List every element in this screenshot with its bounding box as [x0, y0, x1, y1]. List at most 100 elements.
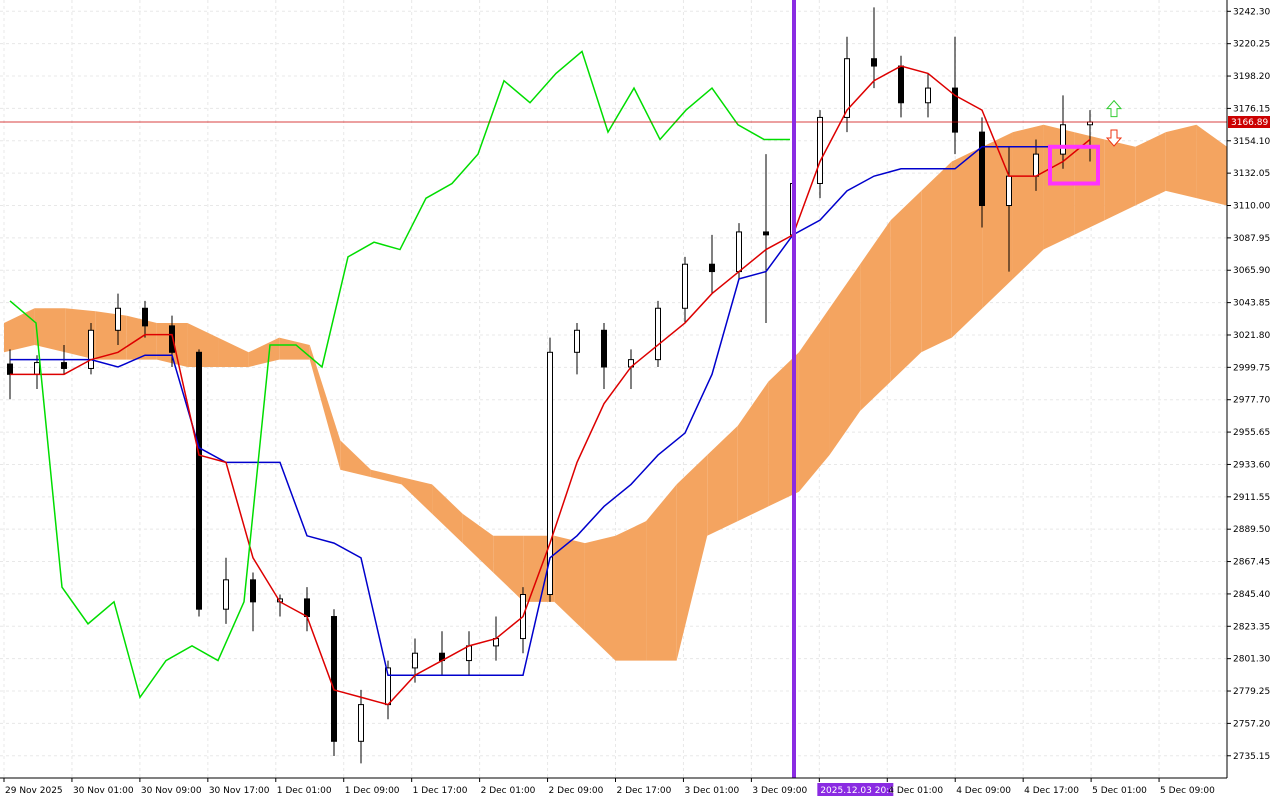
cloud-segment-bullish	[493, 535, 524, 602]
y-tick-label: 3154.10	[1233, 137, 1270, 147]
candle-bull	[115, 307, 121, 331]
chikou-span-line	[9, 50, 790, 699]
y-tick-label: 2735.15	[1233, 752, 1270, 762]
y-tick-label: 2779.25	[1233, 687, 1270, 697]
x-tick-label: 4 Dec 01:00	[888, 786, 943, 796]
highlight-time-badge	[817, 783, 894, 796]
y-tick-label: 3220.25	[1233, 40, 1270, 50]
candle-bear	[7, 363, 13, 375]
cloud-segment-bullish	[829, 264, 861, 456]
x-tick-label: 1 Dec 09:00	[345, 786, 400, 796]
x-tick-label: 2 Dec 01:00	[481, 786, 536, 796]
y-tick-label: 2889.50	[1233, 525, 1270, 535]
candle-bull	[925, 87, 931, 104]
candle-bull	[223, 579, 229, 610]
candle-bull	[547, 351, 553, 596]
cloud-segment-bullish	[309, 344, 341, 470]
cloud-segment-bullish	[1104, 139, 1136, 221]
x-tick-label: 4 Dec 09:00	[956, 786, 1011, 796]
cloud-segment-bullish	[462, 513, 494, 573]
down-arrow-icon	[1105, 129, 1123, 147]
candles	[7, 7, 1093, 764]
x-tick-label: 1 Dec 17:00	[413, 786, 468, 796]
cloud-segment-bullish	[1196, 124, 1227, 206]
candle-bull	[412, 652, 418, 669]
candle-bull	[736, 231, 742, 273]
candle-bull	[1033, 153, 1039, 177]
x-tick-label: 2 Dec 09:00	[549, 786, 604, 796]
cloud-segment-bullish	[1043, 124, 1075, 250]
cloud-segment-bullish	[982, 132, 1013, 309]
cloud-segment-bullish	[768, 352, 799, 507]
y-tick-label: 3132.05	[1233, 169, 1270, 179]
candle-bear	[196, 351, 202, 610]
candle-bull	[682, 263, 688, 309]
candle-bull	[655, 307, 661, 361]
tenkan-sen-line	[10, 65, 1091, 706]
cloud-segment-bullish	[4, 308, 35, 353]
candle-bear	[709, 263, 715, 273]
y-tick-label: 3087.95	[1233, 234, 1270, 244]
candle-bull	[844, 58, 850, 118]
candle-bull	[574, 329, 580, 353]
x-tick-label: 5 Dec 09:00	[1160, 786, 1215, 796]
cloud-segment-bullish	[34, 308, 66, 353]
candle-bear	[331, 616, 337, 742]
y-tick-label: 2933.60	[1233, 460, 1270, 470]
candle-bear	[871, 58, 877, 67]
y-tick-label: 2999.75	[1233, 363, 1270, 373]
cloud-segment-bullish	[798, 308, 830, 492]
y-tick-label: 2801.30	[1233, 655, 1270, 665]
x-tick-label: 5 Dec 01:00	[1092, 786, 1147, 796]
x-tick-label: 3 Dec 01:00	[684, 786, 739, 796]
y-tick-label: 3065.90	[1233, 266, 1270, 276]
y-tick-label: 3242.30	[1233, 7, 1270, 17]
x-tick-label: 29 Nov 2025	[5, 786, 63, 796]
candle-bull	[1006, 175, 1012, 207]
current-price-label: 3166.89	[1231, 118, 1268, 128]
y-tick-label: 2911.55	[1233, 493, 1270, 503]
cloud-segment-bullish	[95, 311, 127, 360]
cloud-segment-bullish	[584, 535, 616, 661]
highlight-box-marker	[1048, 144, 1100, 186]
y-tick-label: 2867.45	[1233, 558, 1270, 568]
cloud-segment-bullish	[340, 440, 371, 478]
cloud-segment-bullish	[554, 535, 585, 632]
y-axis-labels: 3242.30 3220.25 3198.20 3176.15 3154.10 3132.…	[1227, 7, 1270, 762]
cloud-segment-bullish	[890, 190, 922, 382]
cloud-segment-bullish	[646, 484, 677, 661]
cloud-segment-bullish	[737, 381, 769, 522]
candle-bear	[979, 131, 985, 207]
x-tick-label: 3 Dec 09:00	[752, 786, 807, 796]
x-tick-label: 30 Nov 09:00	[141, 786, 202, 796]
cloud-segment-bullish	[218, 337, 249, 367]
cloud-segment-bullish	[401, 477, 433, 514]
cloud-segment-bullish	[187, 322, 219, 367]
y-tick-label: 2977.70	[1233, 396, 1270, 406]
candle-bear	[763, 231, 769, 236]
x-axis-labels: 29 Nov 2025 30 Nov 01:00 30 Nov 09:00 30 No…	[3, 778, 1215, 796]
candle-bull	[1060, 124, 1066, 155]
cloud-segment-bullish	[921, 161, 952, 353]
x-tick-label: 4 Dec 17:00	[1024, 786, 1079, 796]
x-tick-label: 1 Dec 01:00	[277, 786, 332, 796]
candle-bull	[34, 362, 40, 375]
candle-bear	[169, 325, 175, 353]
candle-bull	[88, 329, 94, 369]
y-tick-label: 3176.15	[1233, 104, 1270, 114]
y-tick-label: 2845.40	[1233, 590, 1270, 600]
y-tick-label: 3043.85	[1233, 299, 1270, 309]
up-arrow-icon	[1105, 99, 1123, 118]
x-tick-label: 30 Nov 01:00	[73, 786, 134, 796]
cloud-segment-bullish	[279, 337, 310, 360]
y-tick-label: 2757.20	[1233, 719, 1270, 729]
cloud-segment-bullish	[432, 484, 463, 544]
highlight-time-label: 2025.12.03 20:00	[820, 786, 901, 796]
y-tick-label: 3198.20	[1233, 72, 1270, 82]
cloud-segment-bullish	[1165, 124, 1197, 199]
candle-bull	[358, 704, 364, 742]
cloud-segment-bullish	[860, 220, 891, 412]
candle-bear	[898, 65, 904, 104]
